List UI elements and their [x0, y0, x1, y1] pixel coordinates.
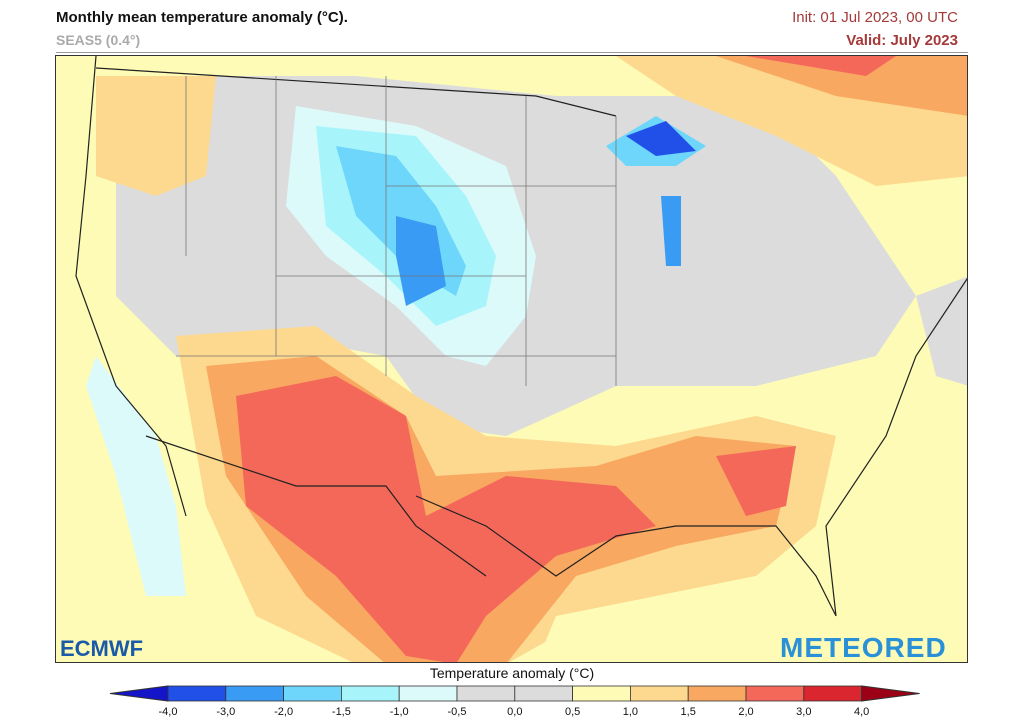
colorbar-over-triangle: [861, 685, 920, 702]
valid-time: Valid: July 2023: [846, 32, 958, 49]
colorbar-segment: [340, 685, 400, 702]
colorbar-segment: [167, 685, 227, 702]
colorbar-under-triangle: [109, 685, 169, 702]
colorbar: [109, 685, 920, 702]
colorbar-tick-label: -1,5: [331, 706, 351, 718]
colorbar-tick-label: 0,5: [564, 706, 581, 718]
map-title: Monthly mean temperature anomaly (°C).: [56, 9, 348, 26]
colorbar-tick-label: 2,0: [738, 706, 754, 718]
colorbar-tick-label: 4,0: [853, 706, 870, 718]
colorbar-segment: [225, 685, 285, 702]
colorbar-tick-label: 1,5: [680, 706, 696, 718]
colorbar-segment: [398, 685, 458, 702]
colorbar-tick-label: -2,0: [274, 706, 294, 718]
colorbar-segment: [283, 685, 342, 702]
colorbar-segment: [630, 685, 689, 702]
colorbar-segment: [456, 685, 516, 702]
init-time: Init: 01 Jul 2023, 00 UTC: [792, 9, 958, 26]
colorbar-tick-label: -3,0: [216, 706, 236, 718]
colorbar-tick-label: -4,0: [158, 706, 178, 718]
colorbar-tick-label: -1,0: [389, 706, 409, 718]
header-divider: [56, 52, 968, 53]
colorbar-segment: [514, 685, 573, 702]
colorbar-tick-label: 1,0: [622, 706, 639, 718]
colorbar-segment: [745, 685, 805, 702]
meteored-logo: METEORED: [780, 632, 947, 663]
colorbar-segment: [803, 685, 862, 702]
ecmwf-logo: ECMWF: [60, 636, 144, 661]
colorbar-segment: [572, 685, 631, 702]
colorbar-title: Temperature anomaly (°C): [429, 665, 595, 681]
colorbar-segment: [687, 685, 747, 702]
colorbar-tick-label: -0,5: [447, 706, 467, 718]
model-subtitle: SEAS5 (0.4°): [56, 32, 141, 48]
colorbar-tick-label: 0,0: [507, 706, 523, 718]
colorbar-tick-label: 3,0: [796, 706, 812, 718]
anomaly-map: [55, 55, 968, 663]
